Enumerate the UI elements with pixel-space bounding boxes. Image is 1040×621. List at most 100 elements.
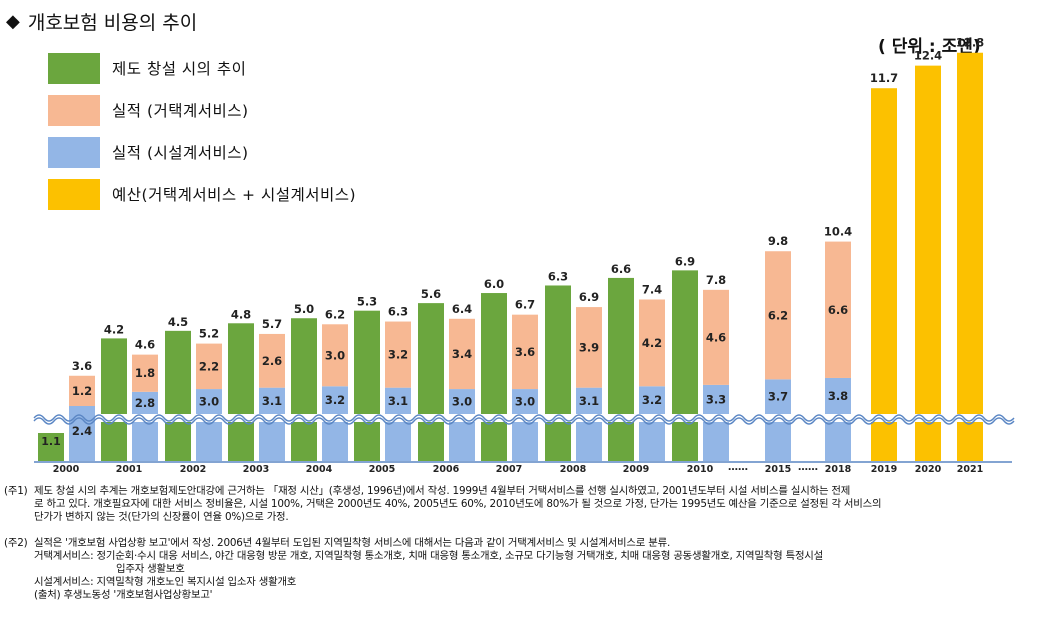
bar-facility-lower bbox=[322, 422, 348, 461]
data-label-facility: 3.3 bbox=[706, 392, 726, 406]
bar-facility bbox=[639, 386, 665, 414]
x-tick-label: 2009 bbox=[623, 464, 649, 475]
bar-facility-lower bbox=[703, 422, 729, 461]
bar-design bbox=[38, 433, 64, 461]
data-label-total: 6.9 bbox=[579, 290, 599, 304]
bar-design-lower bbox=[608, 422, 634, 461]
note-2-home-services: 거택계서비스: 정기순회·수시 대응 서비스, 야간 대응형 방문 개호, 지역… bbox=[34, 550, 824, 563]
footnotes: (주1) 제도 창설 시의 추계는 개호보험제도안대강에 근거하는 「재정 시산… bbox=[4, 485, 1036, 601]
diamond-bullet-icon: ◆ bbox=[6, 11, 20, 32]
data-label-home: 6.6 bbox=[828, 303, 848, 317]
data-label-total: 9.8 bbox=[768, 234, 788, 248]
data-label-facility: 3.0 bbox=[199, 395, 219, 409]
axis-break-wave bbox=[33, 417, 1015, 425]
data-label-design: 6.0 bbox=[484, 277, 504, 291]
bar-home bbox=[449, 318, 475, 390]
note-source: (출처) 후생노동성 '개호보험사업상황보고' bbox=[34, 588, 213, 601]
bar-design-lower bbox=[291, 422, 317, 461]
bar-facility bbox=[449, 389, 475, 414]
bar-facility-lower bbox=[512, 422, 538, 461]
bar-budget bbox=[915, 65, 941, 415]
axis-break-wave bbox=[33, 414, 1015, 422]
data-label-total: 6.7 bbox=[515, 298, 535, 312]
bar-home bbox=[259, 333, 285, 388]
data-label-facility: 3.7 bbox=[768, 390, 788, 404]
data-label-facility: 3.2 bbox=[642, 393, 662, 407]
legend-item-home: 실적 (거택계서비스) bbox=[48, 94, 356, 126]
data-label-facility: 3.1 bbox=[262, 394, 282, 408]
data-label-home: 2.6 bbox=[262, 354, 282, 368]
bar-home bbox=[703, 289, 729, 385]
note-2: (주2) 실적은 '개호보험 사업상황 보고'에서 작성. 2006년 4월부터… bbox=[4, 537, 1036, 601]
data-label-facility: 3.8 bbox=[828, 389, 848, 403]
bar-home bbox=[322, 324, 348, 387]
axis-gap-marker: …… bbox=[798, 462, 818, 473]
bar-facility-lower bbox=[385, 422, 411, 461]
note-1-line: 단가가 변하지 않는 것(단가의 신장률이 연율 0%)으로 가정. bbox=[34, 510, 289, 523]
legend-item-facility: 실적 (시설계서비스) bbox=[48, 136, 356, 168]
x-tick-label: 2018 bbox=[825, 464, 852, 475]
data-label-total: 6.3 bbox=[388, 305, 408, 319]
legend-label-budget: 예산(거택계서비스 + 시설계서비스) bbox=[112, 186, 357, 204]
note-2-line: 실적은 '개호보험 사업상황 보고'에서 작성. 2006년 4월부터 도입된 … bbox=[34, 537, 671, 550]
data-label-home: 6.2 bbox=[768, 308, 788, 322]
bar-design bbox=[608, 277, 634, 414]
data-label-design: 1.1 bbox=[41, 435, 61, 448]
bar-facility bbox=[765, 379, 791, 414]
legend-label-facility: 실적 (시설계서비스) bbox=[112, 144, 249, 162]
legend-label-home: 실적 (거택계서비스) bbox=[112, 102, 249, 120]
data-label-home: 4.6 bbox=[706, 330, 726, 344]
data-label-design: 5.3 bbox=[357, 295, 377, 309]
x-tick-label: 2006 bbox=[433, 464, 460, 475]
bar-facility bbox=[385, 387, 411, 414]
data-label-home: 3.2 bbox=[388, 348, 408, 362]
chart-title-text: 개호보험 비용의 추이 bbox=[27, 12, 198, 34]
bar-facility bbox=[703, 384, 729, 414]
bar-design-lower bbox=[481, 422, 507, 461]
data-label-total: 6.2 bbox=[325, 307, 345, 321]
data-label-facility: 3.0 bbox=[452, 395, 472, 409]
x-tick-label: 2020 bbox=[915, 464, 942, 475]
bar-design bbox=[101, 338, 127, 414]
data-label-home: 2.2 bbox=[199, 359, 219, 373]
note-1: (주1) 제도 창설 시의 추계는 개호보험제도안대강에 근거하는 「재정 시산… bbox=[4, 485, 1036, 523]
data-label-design: 5.0 bbox=[294, 302, 314, 316]
bar-home bbox=[765, 251, 791, 380]
axis-gap-marker: …… bbox=[728, 462, 748, 473]
x-tick-label: 2005 bbox=[369, 464, 395, 475]
bar-design bbox=[354, 310, 380, 414]
bar-facility-lower bbox=[259, 422, 285, 461]
data-label-total: 5.2 bbox=[199, 327, 219, 341]
data-label-home: 1.2 bbox=[72, 384, 92, 398]
bar-design-lower bbox=[672, 422, 698, 461]
bar-home bbox=[132, 354, 158, 392]
bar-budget-lower bbox=[915, 422, 941, 461]
bar-facility bbox=[825, 377, 851, 414]
x-tick-label: 2015 bbox=[765, 464, 791, 475]
legend: 제도 창설 시의 추이 실적 (거택계서비스) 실적 (시설계서비스) 예산(거… bbox=[48, 52, 356, 220]
bar-facility bbox=[196, 389, 222, 414]
bar-facility bbox=[132, 391, 158, 414]
unit-label: ( 단위 : 조엔) bbox=[878, 37, 981, 57]
bar-facility-lower bbox=[576, 422, 602, 461]
data-label-facility: 3.1 bbox=[388, 394, 408, 408]
bar-facility-lower bbox=[449, 422, 475, 461]
bar-design-lower bbox=[165, 422, 191, 461]
data-label-design: 5.6 bbox=[421, 287, 441, 301]
bar-design bbox=[291, 318, 317, 414]
data-label-home: 1.8 bbox=[135, 366, 155, 380]
bar-design bbox=[545, 285, 571, 414]
bar-design bbox=[481, 293, 507, 414]
note-2-tag: (주2) bbox=[4, 537, 28, 550]
data-label-facility: 3.0 bbox=[515, 395, 535, 409]
legend-swatch-budget bbox=[48, 178, 100, 210]
data-label-facility: 3.1 bbox=[579, 394, 599, 408]
data-label-design: 6.3 bbox=[548, 269, 568, 283]
legend-swatch-facility bbox=[48, 136, 100, 168]
data-label-total: 3.6 bbox=[72, 359, 92, 373]
bar-design-lower bbox=[101, 422, 127, 461]
bar-home bbox=[639, 299, 665, 387]
legend-item-design: 제도 창설 시의 추이 bbox=[48, 52, 356, 84]
note-2-home-services-cont: 입주자 생활보호 bbox=[116, 562, 185, 575]
data-label-design: 4.2 bbox=[104, 322, 124, 336]
